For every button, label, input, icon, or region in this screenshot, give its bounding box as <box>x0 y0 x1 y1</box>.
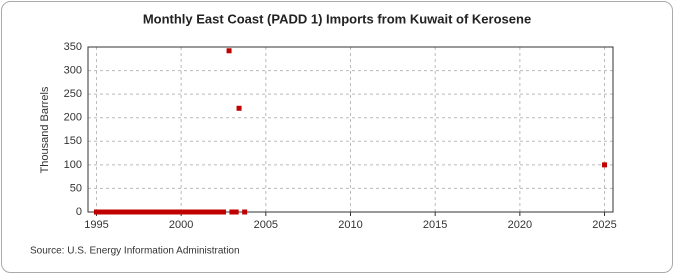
point <box>212 209 218 215</box>
point <box>132 209 138 215</box>
point <box>127 209 133 215</box>
point <box>602 162 608 168</box>
point <box>110 209 116 215</box>
chart-frame <box>1 1 673 273</box>
point <box>149 209 155 215</box>
point <box>170 209 176 215</box>
point <box>199 209 205 215</box>
y-tick-label: 350 <box>64 41 82 53</box>
point <box>242 209 248 215</box>
point <box>106 209 112 215</box>
point <box>195 209 201 215</box>
point <box>182 209 188 215</box>
point <box>178 209 184 215</box>
x-tick-label: 2000 <box>169 219 193 231</box>
point <box>140 209 146 215</box>
point <box>123 209 129 215</box>
x-tick-label: 2025 <box>592 219 616 231</box>
source-note: Source: U.S. Energy Information Administ… <box>30 246 240 257</box>
y-tick-label: 250 <box>64 88 82 100</box>
point <box>136 209 142 215</box>
x-tick-label: 1995 <box>84 219 108 231</box>
point <box>157 209 163 215</box>
point <box>216 209 222 215</box>
y-tick-label: 150 <box>64 135 82 147</box>
y-axis-label: Thousand Barrels <box>39 86 51 173</box>
point <box>161 209 167 215</box>
point <box>187 209 193 215</box>
point <box>233 209 239 215</box>
y-tick-label: 0 <box>76 206 82 218</box>
y-tick-label: 200 <box>64 112 82 124</box>
point <box>93 209 99 215</box>
point <box>115 209 121 215</box>
chart-title: Monthly East Coast (PADD 1) Imports from… <box>143 11 531 26</box>
x-tick-label: 2015 <box>423 219 447 231</box>
y-tick-label: 100 <box>64 159 82 171</box>
x-tick-label: 2010 <box>338 219 362 231</box>
point <box>236 105 242 111</box>
point <box>174 209 180 215</box>
point <box>229 209 235 215</box>
point <box>208 209 214 215</box>
x-tick-label: 2020 <box>508 219 532 231</box>
point <box>191 209 197 215</box>
point <box>102 209 108 215</box>
x-tick-label: 2005 <box>254 219 278 231</box>
y-tick-label: 300 <box>64 64 82 76</box>
plot-frame <box>87 46 614 213</box>
point <box>165 209 171 215</box>
point <box>98 209 104 215</box>
point <box>204 209 210 215</box>
point <box>119 209 125 215</box>
point <box>144 209 150 215</box>
y-tick-label: 50 <box>70 182 82 194</box>
point <box>220 209 226 215</box>
point <box>226 48 232 54</box>
point <box>153 209 159 215</box>
